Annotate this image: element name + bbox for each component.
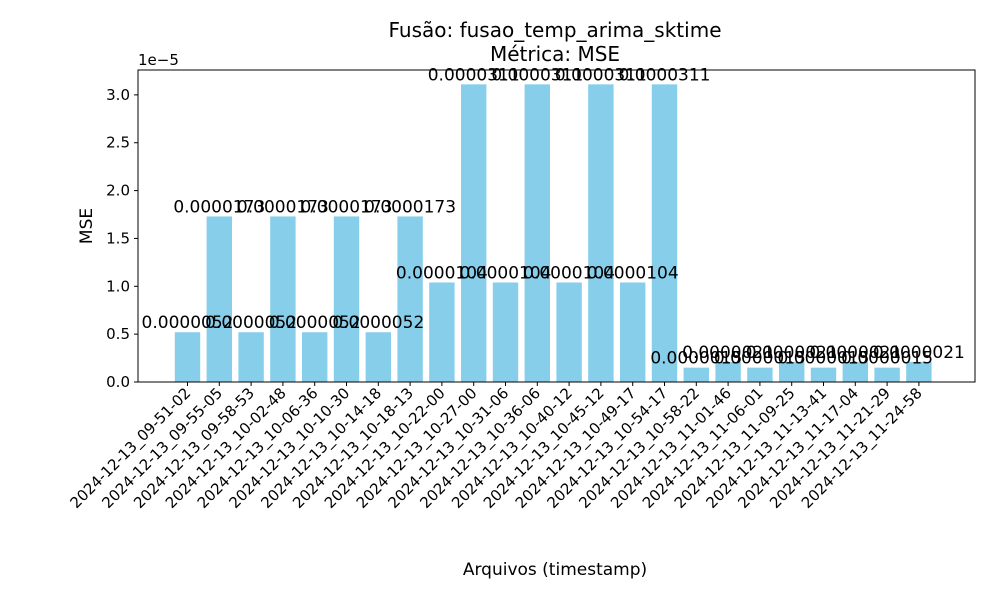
bar (556, 282, 582, 382)
bar (874, 367, 900, 382)
x-axis-ticks: 2024-12-13_09-51-022024-12-13_09-55-0520… (67, 382, 926, 513)
bar-value-label: 0.0000015 (841, 349, 933, 369)
y-axis-offset-label: 1e−5 (138, 51, 179, 69)
bar-value-label: 0.0000015 (714, 349, 806, 369)
y-tick-label: 2.0 (106, 182, 130, 200)
chart-subtitle: Métrica: MSE (490, 42, 620, 66)
bar (397, 216, 423, 382)
bar-value-label: 0.0000021 (873, 343, 965, 363)
bar (620, 282, 646, 382)
plot-area-frame (137, 69, 976, 383)
bar (174, 332, 201, 382)
bar-value-label: 0.0000104 (460, 263, 552, 283)
bar (747, 367, 773, 382)
bar (842, 361, 868, 382)
bar (333, 216, 360, 382)
bar (810, 367, 837, 382)
bar-value-label: 0.0000173 (237, 197, 329, 217)
bar (270, 216, 296, 382)
y-tick-label: 0.0 (106, 373, 130, 391)
y-tick-label: 2.5 (106, 134, 130, 152)
y-tick-label: 3.0 (106, 86, 130, 104)
bar-value-label: 0.0000021 (809, 343, 901, 363)
bar (588, 84, 614, 383)
bar (302, 332, 328, 382)
bar-value-label: 0.0000052 (269, 313, 361, 333)
bar (492, 282, 519, 382)
bar-value-label: 0.0000015 (650, 349, 742, 369)
data-labels-group: 0.00000520.00001730.00000520.00001730.00… (142, 65, 965, 368)
x-axis-label: Arquivos (timestamp) (463, 560, 647, 580)
y-tick-label: 1.5 (106, 229, 130, 247)
y-axis-ticks: 0.0 0.5 1.0 1.5 2.0 2.5 3.0 (106, 86, 138, 391)
bar-value-label: 0.0000104 (523, 263, 615, 283)
bar-value-label: 0.0000052 (332, 313, 424, 333)
y-axis-label: MSE (77, 208, 97, 244)
bar (429, 282, 455, 382)
bar (651, 84, 678, 383)
bar (238, 332, 264, 382)
bar (779, 361, 805, 382)
bar (365, 332, 391, 382)
bar-value-label: 0.0000173 (301, 197, 393, 217)
y-tick-label: 1.0 (106, 277, 130, 295)
bar-value-label: 0.0000173 (364, 197, 456, 217)
bar-value-label: 0.0000052 (205, 313, 297, 333)
bar-value-label: 0.0000052 (142, 313, 234, 333)
bar (906, 361, 932, 382)
chart-title: Fusão: fusao_temp_arima_sktime (388, 18, 721, 42)
bar-value-label: 0.0000311 (619, 65, 711, 85)
bar-value-label: 0.0000104 (587, 263, 679, 283)
bar (461, 84, 487, 383)
bars-group (174, 84, 932, 383)
bar (715, 361, 741, 382)
bar-value-label: 0.0000104 (396, 263, 488, 283)
bar-value-label: 0.0000015 (778, 349, 870, 369)
bar-value-label: 0.0000021 (746, 343, 838, 363)
y-tick-label: 0.5 (106, 325, 130, 343)
bar (206, 216, 232, 382)
bar-value-label: 0.0000021 (682, 343, 774, 363)
bar-value-label: 0.0000173 (173, 197, 265, 217)
bar (683, 367, 709, 382)
bar (524, 84, 550, 383)
